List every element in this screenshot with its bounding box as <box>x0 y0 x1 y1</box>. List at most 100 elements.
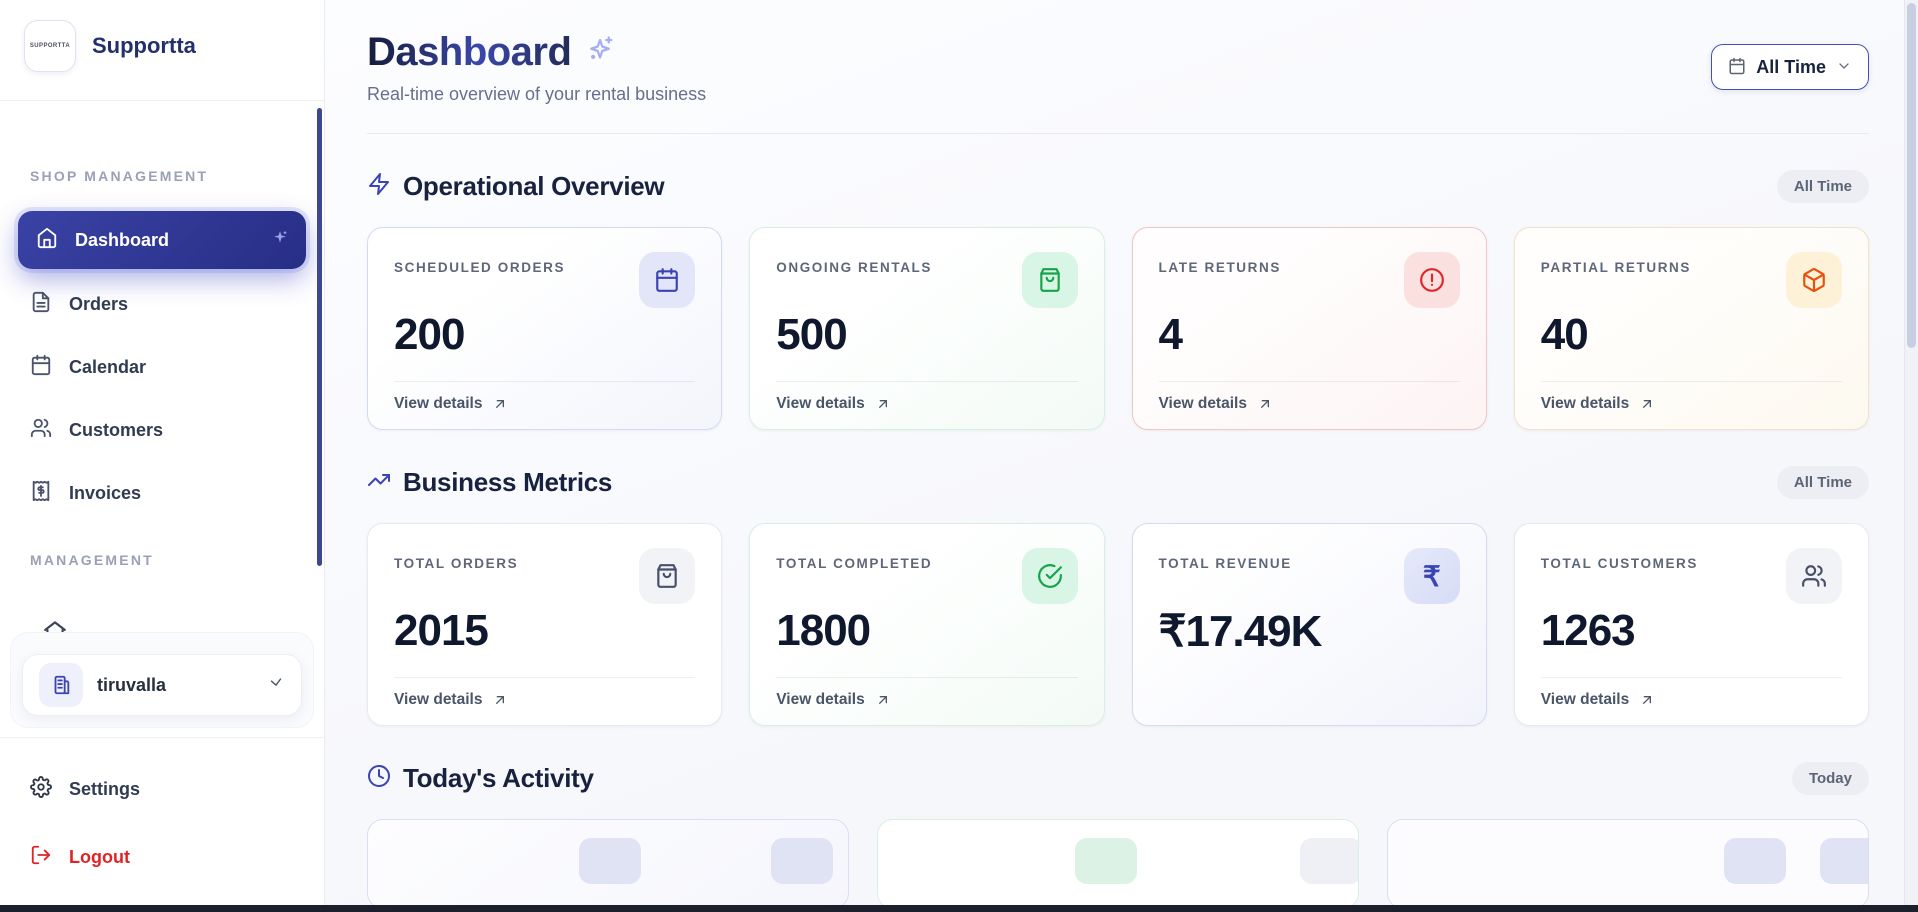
time-badge: All Time <box>1776 170 1869 203</box>
stat-value: 40 <box>1540 310 1589 359</box>
view-details-link[interactable]: View details <box>776 395 890 413</box>
stat-value: 1263 <box>1540 606 1636 655</box>
time-badge: All Time <box>1776 466 1869 499</box>
store-icon <box>44 621 66 632</box>
view-details-link[interactable]: View details <box>394 691 508 709</box>
calendar-icon <box>30 354 52 381</box>
view-details-link[interactable]: View details <box>1541 395 1655 413</box>
icon-placeholder <box>1724 838 1786 884</box>
stat-label: TOTAL ORDERS <box>394 556 519 571</box>
stat-label: ONGOING RENTALS <box>776 260 933 275</box>
icon-placeholder <box>1300 838 1358 884</box>
time-badge: Today <box>1791 762 1869 795</box>
metrics-cards: TOTAL ORDERS 2015 View details TOTAL COM… <box>367 523 1869 726</box>
activity-cards <box>367 819 1869 909</box>
stat-label: LATE RETURNS <box>1158 260 1281 275</box>
brand-logo-text: SUPPORTTA <box>29 43 71 49</box>
page-subtitle: Real-time overview of your rental busine… <box>367 84 707 104</box>
view-details-label: View details <box>776 395 865 412</box>
section-title: Today's Activity <box>403 763 594 793</box>
view-details-link[interactable]: View details <box>394 395 508 413</box>
building-icon <box>39 663 83 707</box>
view-details-link[interactable]: View details <box>776 691 890 709</box>
sidebar-item-label: Customers <box>69 419 164 440</box>
package-icon <box>1786 252 1842 308</box>
sidebar-item-logout[interactable]: Logout <box>30 834 294 880</box>
shop-selector[interactable]: tiruvalla <box>22 654 302 716</box>
section-header-activity: Today's Activity Today <box>367 762 1869 795</box>
sidebar-item-label: Calendar <box>69 356 147 377</box>
calendar-icon <box>639 252 696 308</box>
sidebar-item-label: Orders <box>69 293 129 314</box>
main-content: Dashboard Real-time overview of your ren… <box>325 0 1918 912</box>
logout-label: Logout <box>69 846 130 867</box>
stat-value: 4 <box>1158 310 1183 359</box>
stat-card-total-revenue: TOTAL REVENUE ₹ ₹17.49K <box>1131 523 1487 726</box>
sidebar-item-invoices[interactable]: Invoices <box>30 470 294 516</box>
page-header: Dashboard Real-time overview of your ren… <box>367 30 1869 105</box>
stat-value: 1800 <box>776 606 871 655</box>
nav-section-label: MANAGEMENT <box>30 552 154 568</box>
sidebar-scrollbar-thumb[interactable] <box>317 108 322 566</box>
gear-icon <box>30 775 52 803</box>
chevron-down-icon <box>267 674 285 697</box>
view-details-label: View details <box>1540 691 1630 708</box>
sparkles-icon <box>272 230 288 251</box>
activity-card <box>1387 819 1869 909</box>
view-details-label: View details <box>776 691 865 708</box>
stat-value: 200 <box>394 310 465 359</box>
arrow-up-right-icon <box>496 696 505 704</box>
stat-card-scheduled-orders: SCHEDULED ORDERS 200 View details <box>367 227 723 430</box>
sidebar-divider <box>0 100 324 101</box>
sidebar-item-calendar[interactable]: Calendar <box>30 344 294 390</box>
zap-icon <box>367 172 391 201</box>
check-circle-icon <box>1021 548 1078 604</box>
sidebar-item-label: Invoices <box>69 482 142 503</box>
sidebar-item-settings[interactable]: Settings <box>30 766 294 812</box>
view-details-link[interactable]: View details <box>1159 395 1273 413</box>
home-icon <box>36 227 58 254</box>
icon-placeholder <box>1820 838 1868 884</box>
arrow-up-right-icon <box>1643 400 1652 408</box>
sidebar: SUPPORTTA Supportta SHOP MANAGEMENT Dash… <box>0 0 325 912</box>
logout-icon <box>30 844 52 871</box>
sidebar-item-partial[interactable] <box>42 618 70 632</box>
clock-icon <box>367 764 391 793</box>
calendar-icon <box>1728 57 1746 78</box>
page-title: Dashboard <box>367 30 572 74</box>
chevron-down-icon <box>1836 58 1852 77</box>
view-details-label: View details <box>1540 395 1630 412</box>
stat-label: PARTIAL RETURNS <box>1540 260 1692 275</box>
section-title: Operational Overview <box>403 171 665 201</box>
stat-card-ongoing-rentals: ONGOING RENTALS 500 View details <box>749 227 1105 430</box>
shop-name: tiruvalla <box>97 674 167 695</box>
view-details-link[interactable]: View details <box>1541 691 1655 709</box>
shopping-bag-icon <box>639 548 696 604</box>
icon-placeholder <box>1074 838 1137 884</box>
view-details-label: View details <box>394 691 483 708</box>
stat-label: TOTAL CUSTOMERS <box>1540 556 1699 571</box>
header-divider <box>367 133 1869 134</box>
arrow-up-right-icon <box>1643 696 1652 704</box>
time-filter-button[interactable]: All Time <box>1711 44 1869 90</box>
sidebar-item-customers[interactable]: Customers <box>30 407 294 453</box>
sidebar-item-orders[interactable]: Orders <box>30 281 294 327</box>
stat-value: 2015 <box>394 606 489 655</box>
brand-name: Supportta <box>92 33 196 58</box>
brand-logo: SUPPORTTA <box>24 20 76 72</box>
users-icon <box>1786 548 1842 604</box>
arrow-up-right-icon <box>878 400 887 408</box>
scrollbar-thumb[interactable] <box>1906 3 1916 348</box>
icon-placeholder <box>579 838 642 884</box>
scrollbar-track[interactable] <box>1904 0 1918 912</box>
arrow-up-right-icon <box>496 400 505 408</box>
brand: SUPPORTTA Supportta <box>24 16 300 76</box>
stat-card-late-returns: LATE RETURNS 4 View details <box>1131 227 1487 430</box>
stat-label: TOTAL COMPLETED <box>776 556 933 571</box>
section-header-metrics: Business Metrics All Time <box>367 466 1869 499</box>
alert-circle-icon <box>1403 252 1460 308</box>
view-details-label: View details <box>394 395 483 412</box>
activity-card <box>367 819 849 909</box>
sidebar-item-dashboard[interactable]: Dashboard <box>18 211 306 269</box>
